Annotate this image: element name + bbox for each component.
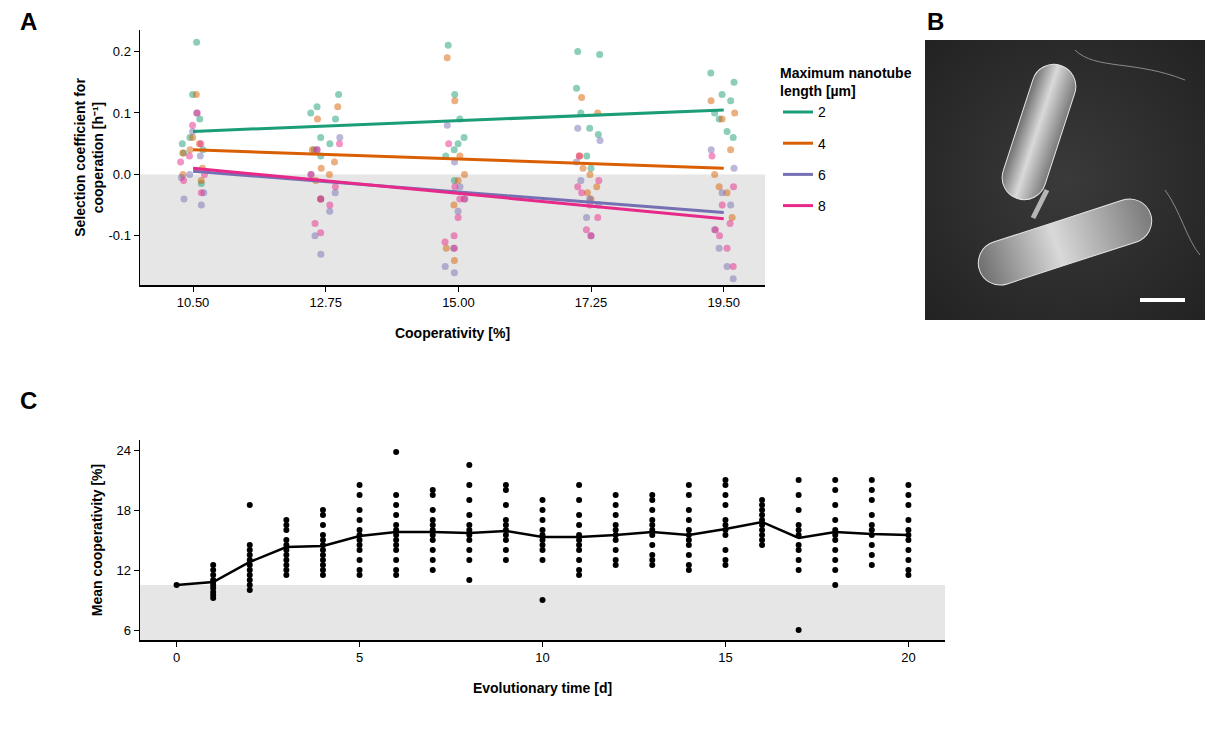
- svg-text:2: 2: [818, 104, 826, 120]
- svg-text:4: 4: [818, 136, 826, 152]
- svg-text:Evolutionary time [d]: Evolutionary time [d]: [473, 680, 612, 696]
- svg-text:C: C: [20, 387, 37, 414]
- svg-text:6: 6: [124, 623, 131, 638]
- svg-text:15: 15: [718, 650, 732, 665]
- svg-text:6: 6: [818, 167, 826, 183]
- svg-text:A: A: [20, 8, 37, 35]
- svg-text:0: 0: [173, 650, 180, 665]
- svg-text:5: 5: [356, 650, 363, 665]
- svg-text:18: 18: [116, 503, 130, 518]
- svg-text:24: 24: [116, 443, 130, 458]
- svg-text:Mean cooperativity [%]: Mean cooperativity [%]: [89, 464, 105, 616]
- svg-text:12: 12: [116, 563, 130, 578]
- svg-text:10.50: 10.50: [177, 295, 210, 310]
- svg-text:15.00: 15.00: [442, 295, 475, 310]
- svg-text:B: B: [927, 8, 944, 35]
- svg-text:0.2: 0.2: [113, 44, 131, 59]
- svg-text:0.1: 0.1: [113, 106, 131, 121]
- svg-text:12.75: 12.75: [309, 295, 342, 310]
- svg-text:Cooperativity [%]: Cooperativity [%]: [395, 325, 510, 341]
- svg-text:-0.1: -0.1: [108, 228, 130, 243]
- svg-text:Maximum nanotubelength [µm]: Maximum nanotubelength [µm]: [780, 65, 912, 99]
- svg-text:20: 20: [901, 650, 915, 665]
- svg-text:17.25: 17.25: [575, 295, 608, 310]
- svg-text:8: 8: [818, 198, 826, 214]
- svg-text:19.50: 19.50: [707, 295, 740, 310]
- svg-text:10: 10: [535, 650, 549, 665]
- svg-text:Selection coefficient forcoope: Selection coefficient forcooperation [h⁻…: [72, 78, 106, 237]
- svg-text:0.0: 0.0: [113, 167, 131, 182]
